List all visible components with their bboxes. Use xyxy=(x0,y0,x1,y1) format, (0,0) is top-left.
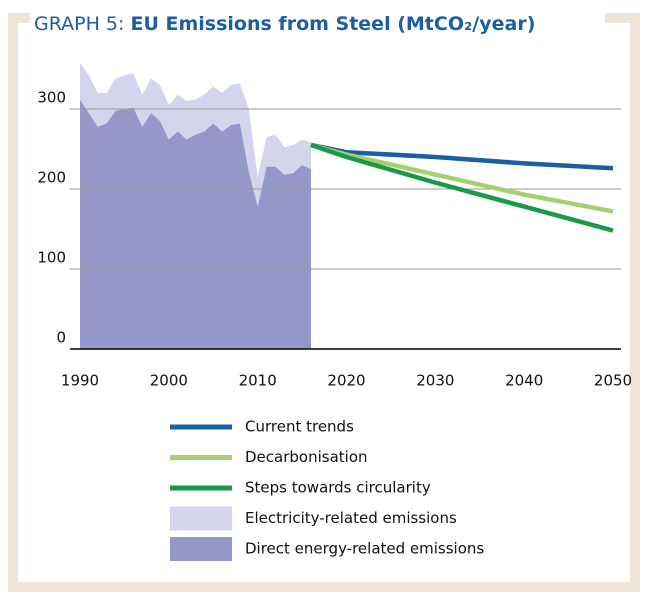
legend-swatch xyxy=(170,506,232,531)
x-tick-label: 2050 xyxy=(594,372,632,390)
title-text: EU Emissions from Steel (MtCO₂/year) xyxy=(130,13,535,35)
chart-title: GRAPH 5: EU Emissions from Steel (MtCO₂/… xyxy=(34,13,535,35)
legend-swatch xyxy=(170,537,232,561)
y-tick-label: 200 xyxy=(37,169,66,187)
x-tick-label: 2030 xyxy=(416,372,454,390)
y-tick-label: 300 xyxy=(37,89,66,107)
y-tick-label: 100 xyxy=(37,249,66,267)
title-label: GRAPH 5: xyxy=(34,13,124,35)
area xyxy=(80,62,311,207)
legend-label: Direct energy-related emissions xyxy=(245,540,484,558)
legend-label: Steps towards circularity xyxy=(245,479,431,497)
legend-label: Electricity-related emissions xyxy=(245,509,457,527)
x-tick-label: 2010 xyxy=(239,372,277,390)
x-tick-label: 1990 xyxy=(61,372,99,390)
legend-label: Decarbonisation xyxy=(245,448,368,466)
area xyxy=(80,99,311,350)
legend-label: Current trends xyxy=(245,418,354,436)
title-background xyxy=(30,6,605,40)
x-tick-label: 2020 xyxy=(327,372,365,390)
y-tick-label: 0 xyxy=(56,329,66,347)
x-tick-label: 2040 xyxy=(505,372,543,390)
line xyxy=(310,142,614,233)
x-tick-label: 2000 xyxy=(150,372,188,390)
